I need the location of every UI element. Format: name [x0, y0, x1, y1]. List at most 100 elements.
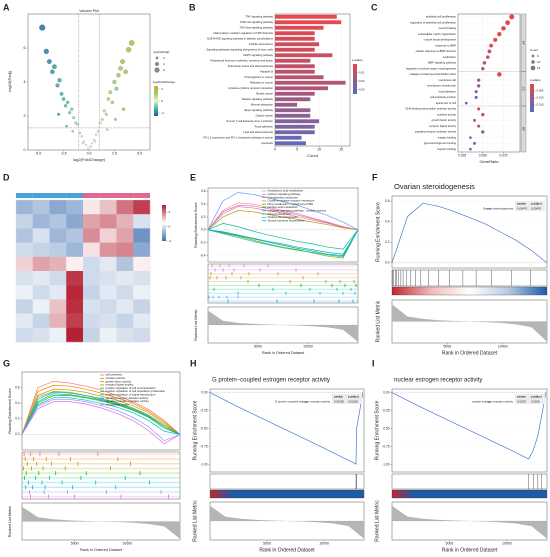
bar: [275, 53, 333, 58]
enrichment-line: [391, 202, 548, 264]
legend-label: Cytokine-cytokine receptor interaction: [268, 199, 315, 203]
hit-tick: [27, 480, 29, 485]
heatmap-cell: [66, 313, 84, 328]
volcano-point: [87, 147, 89, 150]
bar-label: Breast cancer: [256, 91, 273, 95]
legend-label: Mineral absorption: [268, 212, 291, 216]
bar-label: MAPK signaling pathway: [243, 53, 273, 57]
hit-tick: [55, 471, 57, 476]
ranked-metric-area: [392, 505, 547, 539]
dot-label: apical part of cell: [436, 101, 457, 105]
dot-label: focal adhesion: [439, 89, 457, 93]
bar: [275, 141, 306, 146]
hit-tick: [124, 475, 126, 480]
volcano-point: [46, 59, 52, 65]
stats-value: 0.00476: [531, 207, 542, 211]
x-axis-label: Count: [307, 153, 319, 158]
enrichment-line: [207, 229, 359, 258]
heatmap-cell: [116, 228, 134, 243]
y-axis-label: Running Enrichment Score: [192, 400, 198, 460]
heatmap-cell: [116, 299, 134, 314]
dot: [482, 61, 487, 65]
bar: [275, 47, 315, 52]
bar-label: PD-L1 expression and PD-1 checkpoint pat…: [204, 135, 274, 139]
legend-title: log2FoldChange: [153, 80, 175, 84]
hit-tick: [258, 283, 260, 288]
heatmap-cell: [99, 285, 117, 300]
hit-tick: [209, 276, 211, 280]
x-tick-label: 10: [317, 148, 321, 152]
panel-letter: I: [372, 358, 375, 368]
bar: [275, 69, 315, 74]
dot-label: collagen-containing extracellular matrix: [410, 72, 457, 76]
hit-tick: [38, 471, 40, 476]
hits-panel: [391, 269, 548, 287]
x-axis-label: log2(FoldChange): [73, 157, 106, 162]
volcano-point: [81, 142, 84, 145]
dot-label: muscle tissue development: [424, 38, 457, 42]
heatmap-cell: [133, 242, 151, 257]
heatmap-cell: [49, 214, 67, 229]
stats-box: [332, 394, 362, 404]
volcano-point: [104, 112, 108, 116]
volcano-point: [59, 92, 64, 96]
hit-tick: [139, 471, 141, 476]
hit-tick: [225, 276, 227, 280]
hit-tick: [216, 276, 218, 280]
y-tick-label: 0.4: [15, 401, 20, 405]
legend-label: cell periphery: [106, 373, 123, 377]
hit-tick: [45, 457, 47, 462]
hit-tick: [344, 283, 346, 288]
dot-label: DNA-binding transcription activator acti…: [406, 107, 457, 111]
legend-label: 0.015: [537, 103, 544, 107]
bar: [275, 124, 315, 129]
enrichment-line: [21, 388, 181, 435]
x-tick-label: 0.050: [479, 154, 487, 158]
hit-tick: [227, 299, 229, 303]
bar-label: Parathyroid hormone synthesis, secretion…: [210, 58, 273, 62]
x-axis-label: Rank in Ordered Dataset: [259, 547, 315, 553]
enrichment-line: [21, 391, 181, 435]
group-annotation: [116, 193, 134, 198]
legend-label: 0.010: [537, 96, 544, 100]
heatmap-cell: [133, 271, 151, 286]
group-label: MF: [522, 127, 526, 131]
hit-tick: [168, 494, 169, 499]
bar-label: TNF signaling pathway: [246, 14, 274, 18]
heatmap-cell: [32, 271, 50, 286]
hit-tick: [61, 480, 63, 485]
heatmap-cell: [16, 256, 33, 272]
volcano-point: [52, 64, 57, 70]
hit-tick: [226, 295, 228, 299]
legend-label: 0.01: [359, 70, 365, 74]
hit-tick: [237, 295, 239, 299]
bar-label: Gastric cancer: [256, 113, 273, 117]
heatmap-cell: [116, 200, 134, 215]
hit-tick: [259, 268, 261, 272]
enrichment-line: [391, 392, 547, 460]
enrichment-line: [21, 381, 181, 435]
y-tick-label: 0.6: [385, 199, 390, 203]
hit-tick: [160, 489, 162, 494]
legend-size-dot: [531, 60, 535, 64]
dot: [509, 14, 515, 20]
y-axis-label: Running Enrichment Score: [375, 202, 381, 262]
y-tick-label: -0.4: [200, 253, 206, 257]
stats-header: p.adjust: [531, 202, 542, 206]
enrichment-line: [207, 206, 359, 231]
y-tick-label: 0.2: [201, 215, 206, 219]
hit-band: [208, 277, 358, 279]
volcano-point: [65, 124, 68, 128]
y-tick-label: -0.25: [382, 408, 389, 412]
group-annotation: [32, 193, 50, 198]
legend-label: Arachidonic acid metabolism: [268, 189, 304, 193]
dot-label: BMP signaling pathway: [428, 61, 457, 65]
hit-tick: [211, 264, 213, 268]
stats-value: 0.00150: [348, 400, 359, 404]
dot: [476, 78, 481, 82]
stats-header: pvalue: [517, 202, 526, 206]
volcano-point: [100, 117, 104, 121]
panel-letter: D: [3, 172, 10, 182]
dot-label: response to BMP: [435, 43, 456, 47]
hit-tick: [212, 295, 214, 299]
